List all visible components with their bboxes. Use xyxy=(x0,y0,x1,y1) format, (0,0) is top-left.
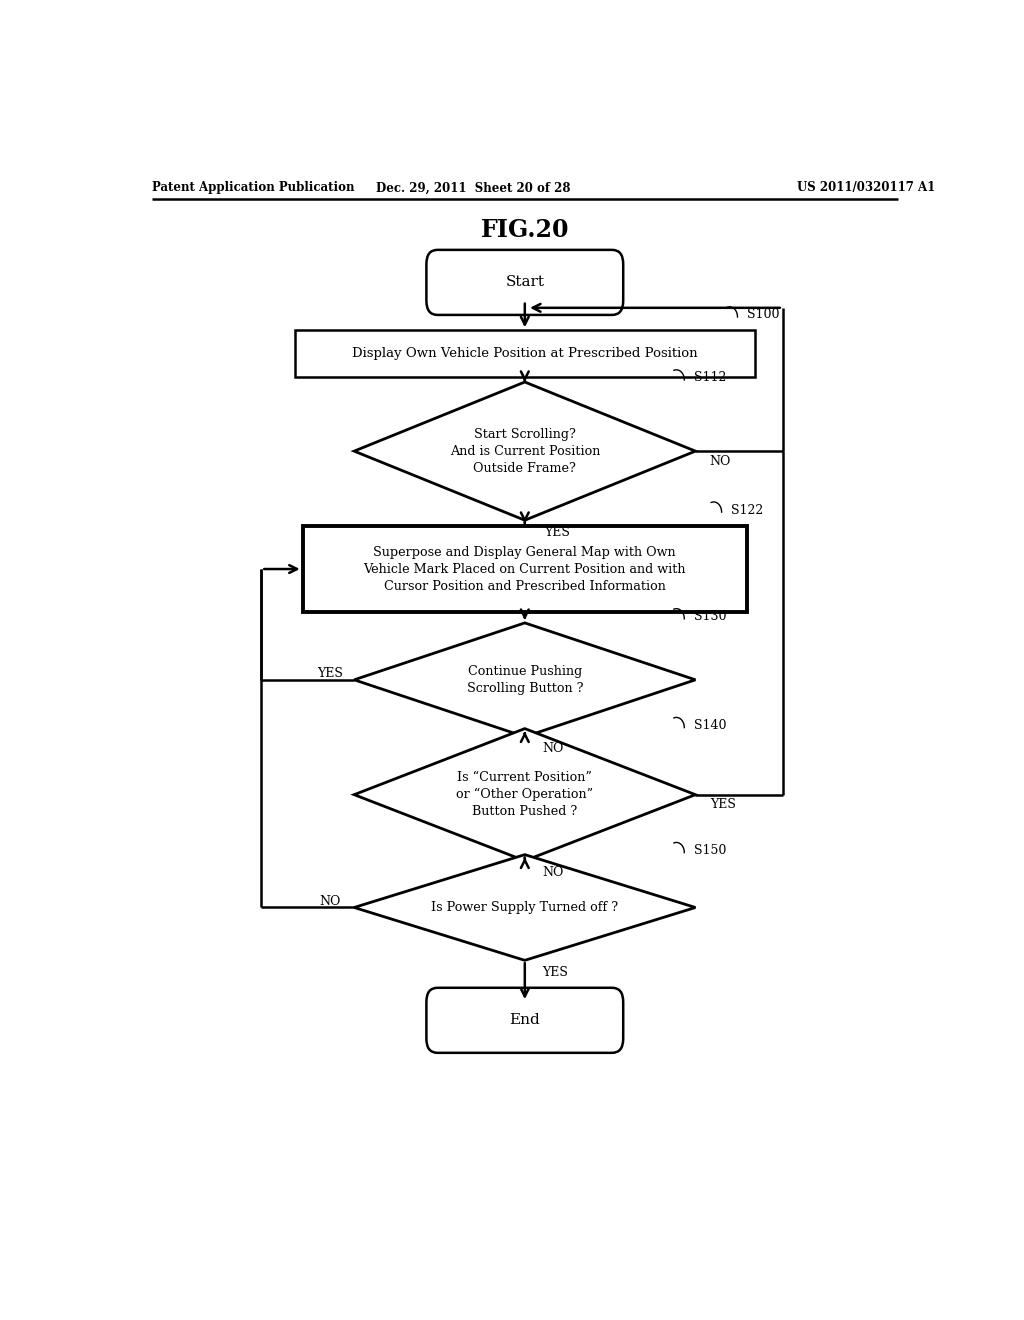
Text: US 2011/0320117 A1: US 2011/0320117 A1 xyxy=(797,181,935,194)
Text: S140: S140 xyxy=(694,719,726,733)
Text: S112: S112 xyxy=(694,371,726,384)
Text: Patent Application Publication: Patent Application Publication xyxy=(152,181,354,194)
Text: NO: NO xyxy=(543,866,563,879)
Text: S122: S122 xyxy=(731,503,763,516)
Text: Start Scrolling?
And is Current Position
Outside Frame?: Start Scrolling? And is Current Position… xyxy=(450,428,600,475)
Polygon shape xyxy=(354,623,695,737)
Text: End: End xyxy=(509,1014,541,1027)
Polygon shape xyxy=(354,729,695,861)
Polygon shape xyxy=(354,854,695,961)
Text: Dec. 29, 2011  Sheet 20 of 28: Dec. 29, 2011 Sheet 20 of 28 xyxy=(376,181,570,194)
Text: YES: YES xyxy=(317,667,343,680)
Text: Superpose and Display General Map with Own
Vehicle Mark Placed on Current Positi: Superpose and Display General Map with O… xyxy=(364,545,686,593)
Text: Is Power Supply Turned off ?: Is Power Supply Turned off ? xyxy=(431,902,618,913)
FancyBboxPatch shape xyxy=(426,987,624,1053)
Text: Start: Start xyxy=(505,276,545,289)
Text: NO: NO xyxy=(543,742,563,755)
Text: S130: S130 xyxy=(694,610,726,623)
Polygon shape xyxy=(354,381,695,520)
Text: Continue Pushing
Scrolling Button ?: Continue Pushing Scrolling Button ? xyxy=(467,665,583,694)
Text: FIG.20: FIG.20 xyxy=(480,218,569,242)
Text: Is “Current Position”
or “Other Operation”
Button Pushed ?: Is “Current Position” or “Other Operatio… xyxy=(457,771,593,818)
Text: S150: S150 xyxy=(694,843,726,857)
Text: YES: YES xyxy=(545,525,570,539)
Bar xyxy=(295,330,755,378)
Bar xyxy=(303,525,748,612)
Text: S100: S100 xyxy=(746,309,779,322)
FancyBboxPatch shape xyxy=(426,249,624,315)
Text: NO: NO xyxy=(710,455,731,467)
Text: NO: NO xyxy=(319,895,341,908)
Text: YES: YES xyxy=(543,966,568,979)
Text: Display Own Vehicle Position at Prescribed Position: Display Own Vehicle Position at Prescrib… xyxy=(352,347,697,360)
Text: YES: YES xyxy=(710,799,735,812)
